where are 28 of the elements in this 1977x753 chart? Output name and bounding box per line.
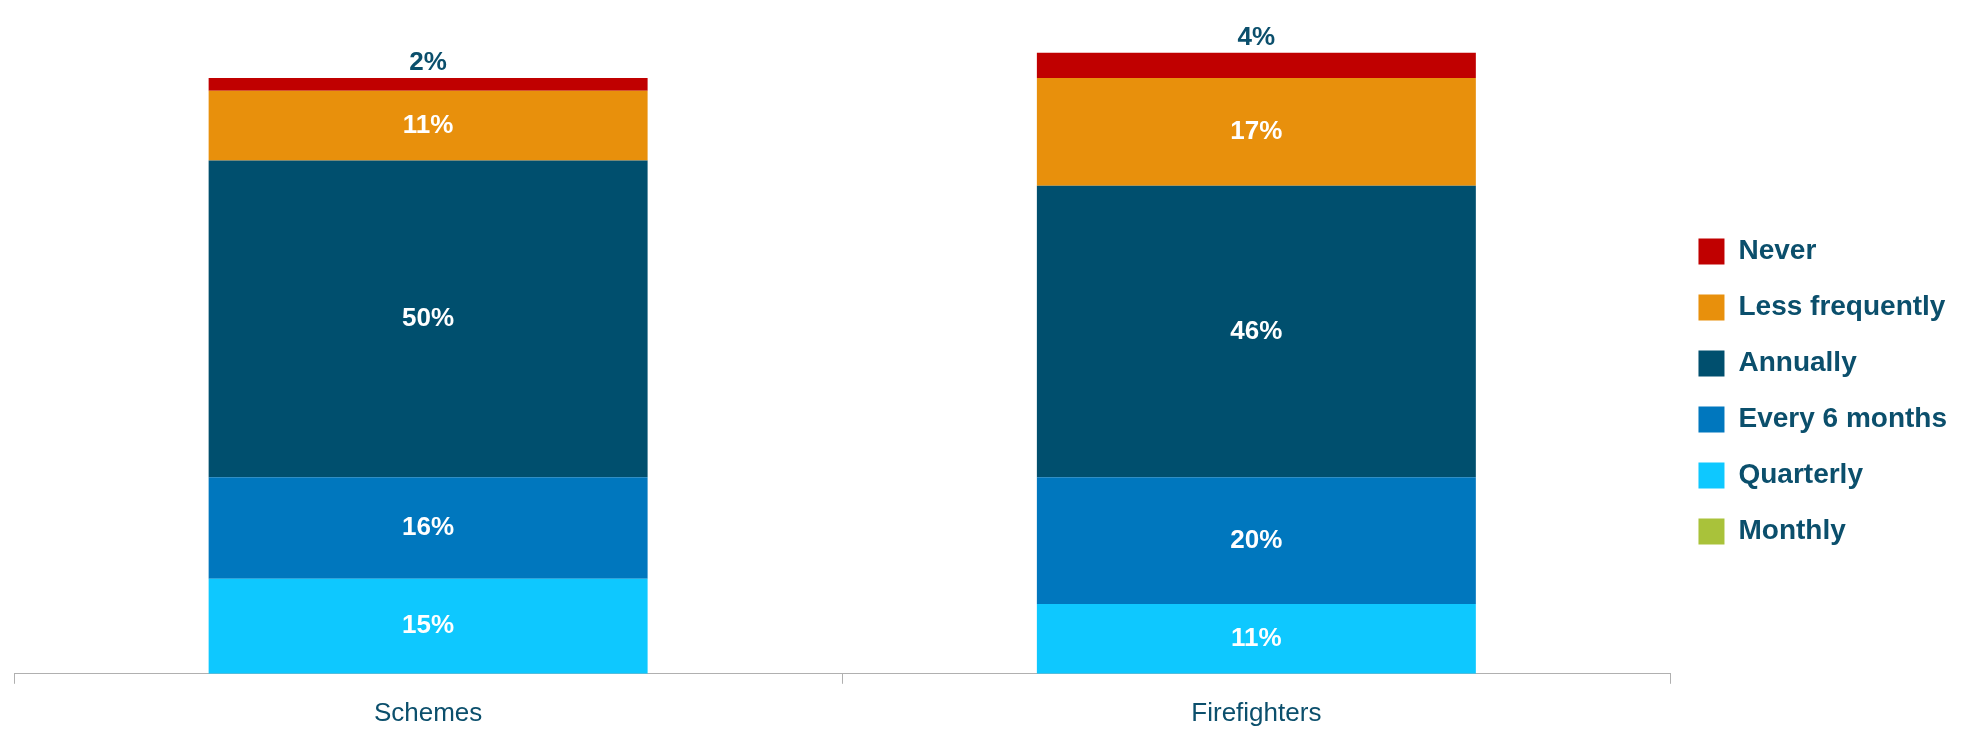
bar <box>1036 477 1476 605</box>
data-label: 20% <box>1230 523 1283 554</box>
data-label: 17% <box>1230 115 1283 146</box>
bar <box>208 160 648 478</box>
bar <box>1036 604 1476 674</box>
data-label: 50% <box>402 302 455 333</box>
data-label: 46% <box>1230 314 1283 345</box>
legend-label: Less frequently <box>1738 290 1946 322</box>
x-tick-label: Firefighters <box>1191 696 1322 727</box>
bar <box>208 578 648 674</box>
data-label: 11% <box>1231 622 1282 653</box>
data-label: 4% <box>1237 20 1276 51</box>
x-tick-label: Schemes <box>373 696 483 727</box>
data-label: 2% <box>409 46 447 77</box>
bar <box>1036 78 1476 186</box>
bar <box>208 477 648 579</box>
bar <box>1036 52 1476 79</box>
bar <box>1036 185 1476 478</box>
legend-label: Never <box>1738 234 1817 266</box>
legend-label: Annually <box>1738 346 1858 378</box>
legend-label: Every 6 months <box>1738 402 1948 434</box>
data-label: 11% <box>402 108 454 139</box>
legend-label: Monthly <box>1738 514 1847 546</box>
data-label: 15% <box>402 609 455 640</box>
data-label: 16% <box>402 511 455 542</box>
bar <box>208 90 648 161</box>
legend-label: Quarterly <box>1738 458 1864 490</box>
bar <box>208 78 648 91</box>
